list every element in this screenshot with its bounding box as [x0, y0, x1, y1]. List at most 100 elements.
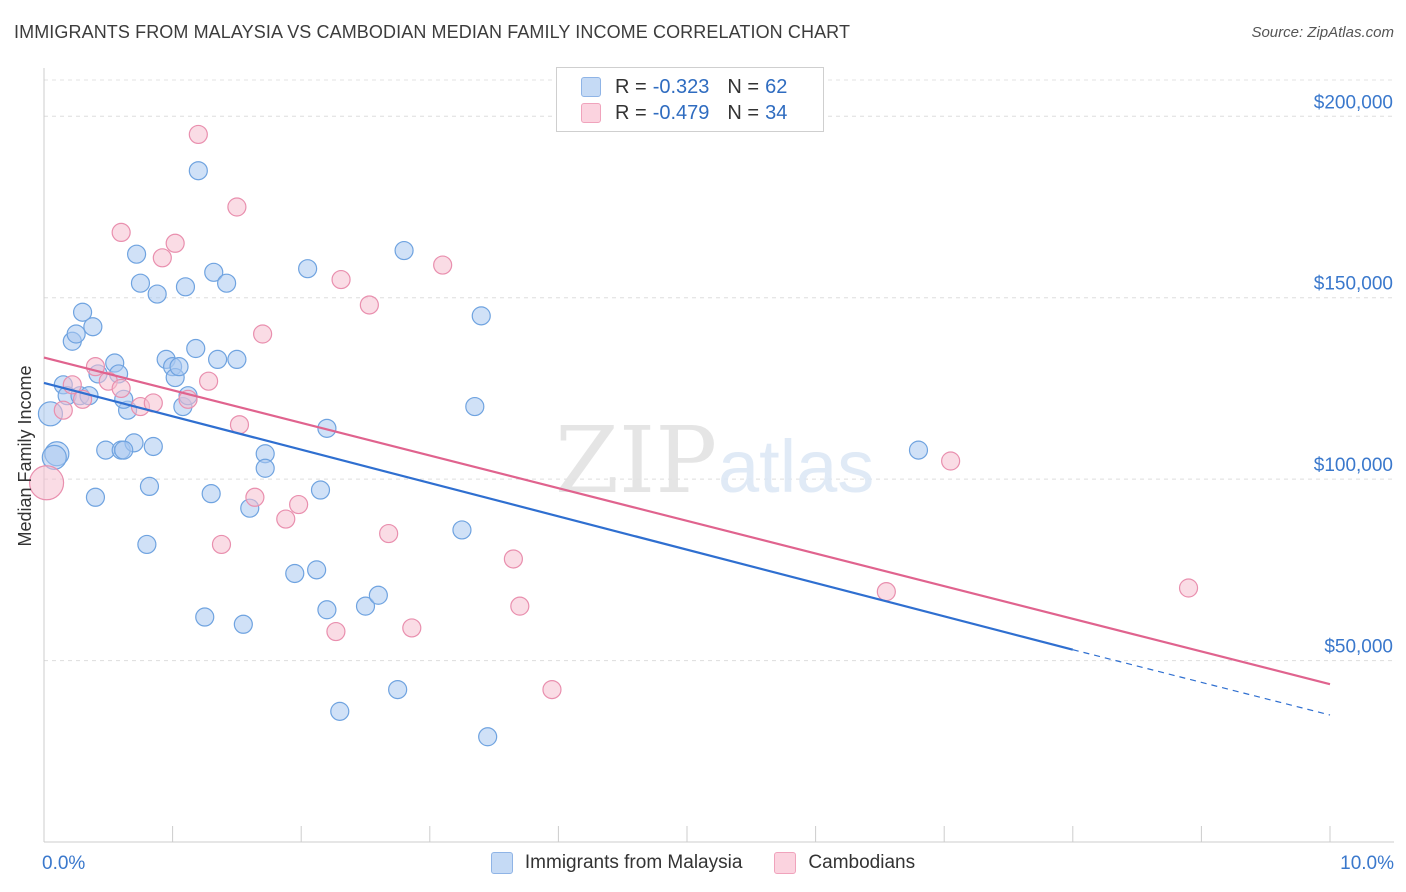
legend-swatch-malaysia	[581, 77, 601, 97]
chart-title: IMMIGRANTS FROM MALAYSIA VS CAMBODIAN ME…	[14, 22, 851, 42]
point-cambodians	[245, 487, 265, 507]
point-cambodians	[253, 324, 273, 344]
point-malaysia	[169, 357, 189, 377]
series-name-malaysia: Immigrants from Malaysia	[524, 852, 743, 873]
point-malaysia	[72, 302, 93, 322]
legend-swatch-cambodians	[581, 103, 601, 123]
point-malaysia	[137, 534, 157, 555]
point-malaysia	[201, 484, 221, 504]
legend-n-value: 34	[765, 101, 788, 124]
point-malaysia	[143, 436, 163, 457]
point-malaysia	[388, 679, 408, 700]
x-tick-label: 0.0%	[42, 853, 85, 874]
point-malaysia	[310, 480, 331, 500]
point-malaysia	[204, 262, 224, 282]
point-cambodians	[227, 197, 247, 217]
legend-r-value: -0.479	[652, 101, 710, 124]
trend-line-cambodians	[43, 356, 1331, 686]
y-axis-label: Median Family Income	[15, 365, 35, 546]
point-cambodians	[165, 233, 185, 253]
point-cambodians	[510, 596, 530, 616]
point-malaysia	[175, 277, 196, 297]
point-malaysia	[394, 240, 414, 261]
point-cambodians	[276, 509, 296, 529]
point-cambodians	[1178, 578, 1199, 598]
point-malaysia	[130, 273, 151, 293]
source-label: Source: ZipAtlas.com	[1251, 24, 1394, 41]
data-points	[28, 124, 1199, 747]
point-malaysia	[355, 596, 376, 616]
point-malaysia	[66, 324, 86, 344]
point-cambodians	[326, 621, 346, 642]
point-malaysia	[255, 458, 275, 478]
y-tick-label: $200,000	[1314, 92, 1393, 113]
point-malaysia	[85, 487, 106, 507]
point-malaysia	[114, 440, 134, 460]
point-malaysia	[317, 600, 337, 620]
point-malaysia	[186, 338, 206, 359]
point-cambodians	[433, 255, 453, 275]
point-malaysia	[465, 396, 485, 417]
point-cambodians	[876, 582, 896, 602]
legend-r-label: R =	[615, 101, 647, 124]
point-cambodians	[111, 222, 131, 242]
point-cambodians	[111, 378, 131, 399]
point-malaysia	[368, 585, 388, 605]
point-malaysia	[307, 560, 327, 580]
y-tick-label: $150,000	[1314, 274, 1393, 295]
watermark-zip: ZIP	[555, 407, 717, 514]
point-cambodians	[289, 494, 309, 515]
series-swatch-cambodians	[774, 852, 797, 874]
series-legend: Immigrants from Malaysia Cambodians	[0, 852, 1406, 874]
point-cambodians	[211, 534, 232, 555]
legend-n-value: 62	[765, 75, 788, 98]
trend-extension-malaysia	[1072, 649, 1331, 716]
trend-lines	[43, 356, 1331, 716]
point-malaysia	[330, 701, 350, 721]
point-cambodians	[199, 371, 219, 391]
point-malaysia	[147, 284, 167, 304]
legend-n-label: N =	[727, 101, 760, 124]
point-malaysia	[298, 259, 318, 279]
point-malaysia	[471, 306, 491, 326]
point-cambodians	[402, 618, 422, 638]
watermark: ZIP atlas	[555, 407, 874, 514]
point-malaysia	[285, 563, 305, 584]
point-cambodians	[941, 451, 961, 471]
series-legend-malaysia: Immigrants from Malaysia	[490, 852, 743, 874]
point-malaysia	[217, 273, 237, 293]
legend-row-cambodians: R = -0.479 N = 34	[581, 100, 805, 126]
series-name-cambodians: Cambodians	[808, 852, 916, 873]
point-cambodians	[379, 523, 399, 544]
legend-row-malaysia: R = -0.323 N = 62	[581, 74, 805, 100]
point-malaysia	[227, 349, 247, 369]
y-tick-label: $100,000	[1314, 455, 1393, 476]
point-cambodians	[542, 679, 562, 700]
grid-lines	[44, 79, 1394, 662]
point-malaysia	[126, 244, 147, 264]
series-legend-cambodians: Cambodians	[774, 852, 915, 874]
point-malaysia	[233, 614, 253, 634]
y-tick-label: $50,000	[1324, 637, 1393, 658]
trend-line-malaysia	[43, 381, 1074, 651]
point-cambodians	[359, 295, 379, 315]
point-cambodians	[28, 465, 65, 501]
series-swatch-malaysia	[490, 852, 513, 874]
point-malaysia	[452, 520, 472, 540]
legend: R = -0.323 N = 62 R = -0.479 N = 34	[556, 67, 824, 132]
point-cambodians	[152, 248, 172, 268]
x-tick-label: 10.0%	[1340, 853, 1394, 874]
point-malaysia	[208, 349, 228, 369]
point-malaysia	[478, 727, 498, 747]
point-cambodians	[188, 124, 208, 145]
point-malaysia	[195, 607, 215, 627]
legend-r-label: R =	[615, 75, 647, 98]
legend-n-label: N =	[727, 75, 760, 98]
watermark-atlas: atlas	[718, 425, 874, 508]
point-malaysia	[83, 317, 103, 337]
point-malaysia	[908, 440, 929, 460]
point-cambodians	[53, 400, 73, 420]
point-malaysia	[139, 476, 160, 496]
point-cambodians	[331, 269, 351, 290]
